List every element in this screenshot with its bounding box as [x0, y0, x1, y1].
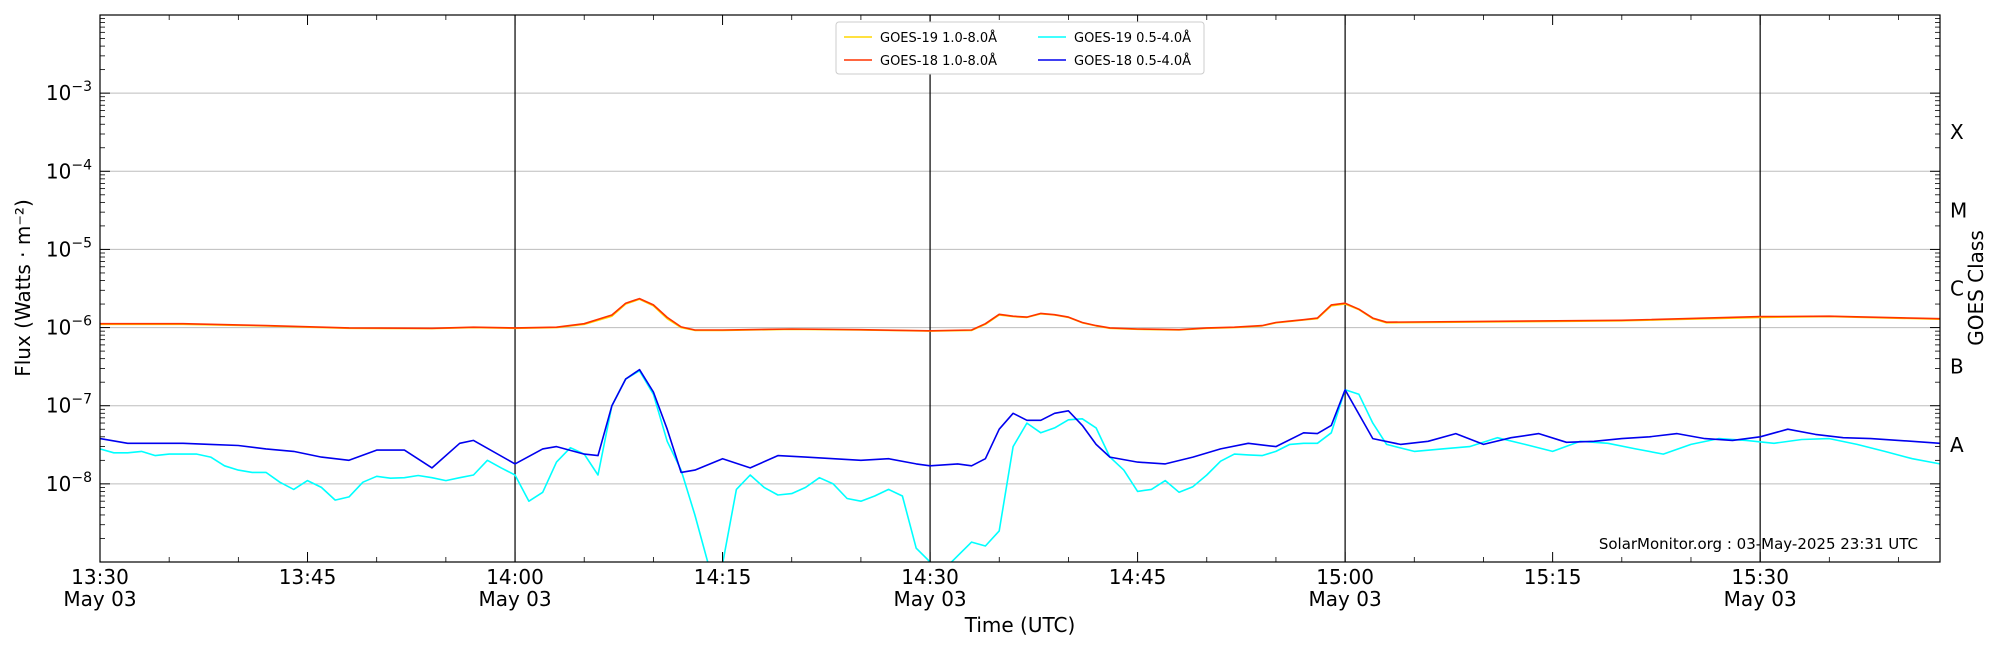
- y-tick-label: 10−7: [46, 392, 92, 418]
- y-tick-label: 10−4: [46, 157, 92, 183]
- goes-class-label: C: [1950, 277, 1964, 301]
- x-tick-label: 13:30: [71, 565, 129, 589]
- x-tick-label: 14:45: [1109, 565, 1167, 589]
- legend-frame: [835, 21, 1205, 75]
- series-line: [100, 368, 1940, 474]
- legend-label-goes19-short: GOES-19 0.5-4.0Å: [1074, 30, 1191, 46]
- goes-class-label: A: [1950, 433, 1964, 457]
- y-axis-title: Flux (Watts · m⁻²): [11, 199, 35, 377]
- legend: GOES-19 1.0-8.0Å GOES-18 1.0-8.0Å GOES-1…: [835, 21, 1205, 75]
- x-tick-date-label: May 03: [1724, 587, 1797, 611]
- grid-lines: [100, 92, 1940, 485]
- y-tick-label: 10−3: [46, 79, 92, 105]
- x-tick-label: 15:15: [1524, 565, 1582, 589]
- x-tick-date-label: May 03: [1309, 587, 1382, 611]
- x-tick-date-label: May 03: [63, 587, 136, 611]
- y2-axis-title: GOES Class: [1964, 230, 1988, 346]
- x-tick-label: 14:30: [901, 565, 959, 589]
- data-series: [100, 297, 1940, 562]
- y-tick-label: 10−8: [46, 470, 92, 496]
- goes-class-label: X: [1950, 120, 1964, 144]
- legend-label-goes19-long: GOES-19 1.0-8.0Å: [880, 30, 997, 46]
- x-tick-label: 15:00: [1316, 565, 1374, 589]
- y-tick-label: 10−5: [46, 235, 92, 261]
- source-annotation: SolarMonitor.org : 03-May-2025 23:31 UTC: [1599, 535, 1918, 553]
- x-tick-date-label: May 03: [478, 587, 551, 611]
- plot-frame: [99, 14, 1941, 563]
- legend-label-goes18-long: GOES-18 1.0-8.0Å: [880, 53, 997, 69]
- x-tick-label: 13:45: [279, 565, 337, 589]
- series-line: [100, 297, 1940, 332]
- legend-label-goes18-short: GOES-18 0.5-4.0Å: [1074, 53, 1191, 69]
- goes-class-label: B: [1950, 355, 1964, 379]
- x-tick-label: 14:15: [694, 565, 752, 589]
- x-axis-title: Time (UTC): [964, 613, 1076, 637]
- date-marker-lines: [514, 15, 1761, 562]
- y-tick-labels: 10−8 10−7 10−6 10−5 10−4 10−3: [46, 79, 92, 496]
- x-tick-date-label: May 03: [893, 587, 966, 611]
- goes-class-label: M: [1950, 198, 1967, 222]
- series-line: [100, 369, 1940, 562]
- x-tick-label: 15:30: [1731, 565, 1789, 589]
- y-tick-label: 10−6: [46, 314, 92, 340]
- goes-class-labels: A B C M X: [1950, 120, 1967, 457]
- tick-marks: [99, 15, 1940, 562]
- series-line: [100, 298, 1940, 332]
- x-tick-label: 14:00: [486, 565, 544, 589]
